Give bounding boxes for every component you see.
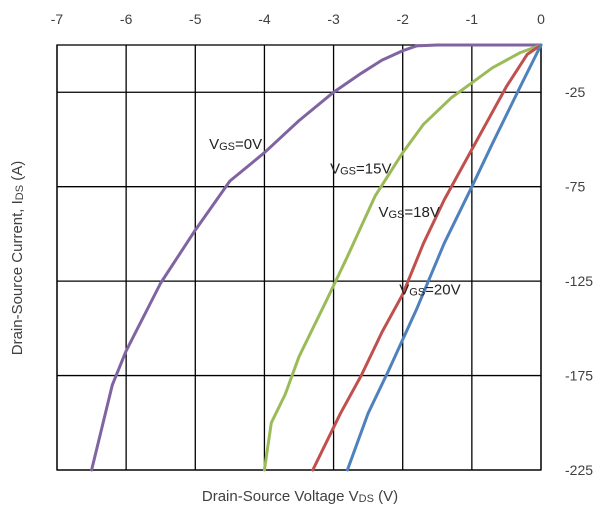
grid: [56, 44, 542, 471]
series-line: [262, 43, 543, 472]
y-axis-title: Drain-Source Current, IDS (A): [9, 161, 26, 356]
y-tick-label: -225: [565, 462, 593, 478]
curve-labels: VGS=0V VGS=15V VGS=18V VGS=20V: [209, 136, 461, 298]
y-tick-label: -125: [565, 273, 593, 289]
y-tick-labels: -25 -75 -125 -175 -225: [565, 84, 593, 478]
x-tick-label: -3: [327, 11, 340, 27]
plot-border: [56, 44, 542, 471]
series-line: [345, 43, 543, 472]
curve-label: VGS=0V: [209, 136, 262, 153]
x-tick-label: 0: [537, 11, 545, 27]
x-tick-label: -6: [120, 11, 133, 27]
x-tick-label: -2: [396, 11, 409, 27]
x-tick-label: -5: [189, 11, 202, 27]
x-axis-title: Drain-Source Voltage VDS (V): [202, 488, 398, 505]
series-line: [90, 43, 543, 472]
curve-label: VGS=18V: [379, 204, 440, 221]
x-tick-label: -4: [258, 11, 271, 27]
series-curves: [90, 43, 543, 472]
y-tick-label: -25: [565, 84, 585, 100]
curve-label: VGS=20V: [399, 281, 460, 298]
curve-label: VGS=15V: [330, 160, 391, 177]
x-tick-label: -1: [466, 11, 479, 27]
y-tick-label: -175: [565, 368, 593, 384]
y-tick-label: -75: [565, 179, 585, 195]
series-line: [311, 43, 543, 472]
x-tick-labels: -7 -6 -5 -4 -3 -2 -1 0: [51, 11, 545, 27]
x-tick-label: -7: [51, 11, 64, 27]
